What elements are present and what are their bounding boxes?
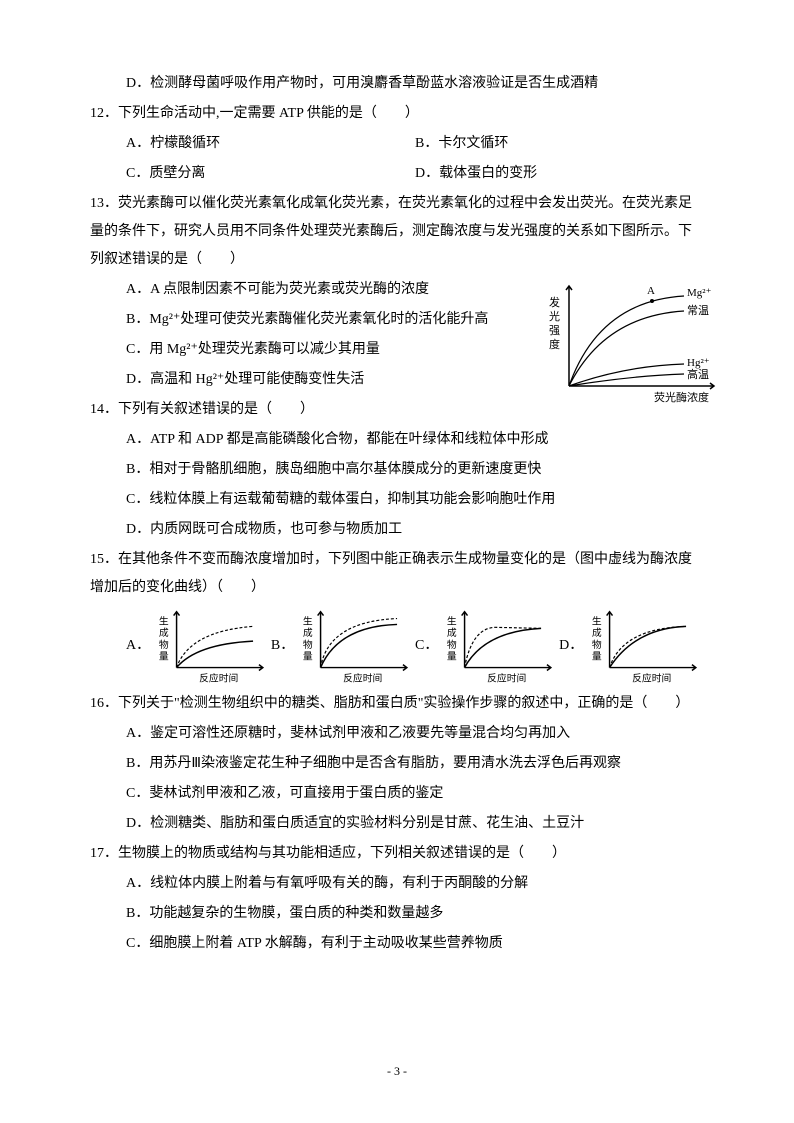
svg-text:量: 量 xyxy=(447,651,457,663)
q16-stem: 16．下列关于"检测生物组织中的糖类、脂肪和蛋白质"实验操作步骤的叙述中，正确的… xyxy=(90,690,704,718)
q17-opt-c: C．细胞膜上附着 ATP 水解酶，有利于主动吸收某些营养物质 xyxy=(90,930,704,958)
q14-opt-a: A．ATP 和 ADP 都是高能磷酸化合物，都能在叶绿体和线粒体中形成 xyxy=(90,426,704,454)
svg-text:高温: 高温 xyxy=(687,367,709,381)
svg-text:光: 光 xyxy=(549,309,560,323)
q13-stem: 13．荧光素酶可以催化荧光素氧化成氧化荧光素，在荧光素氧化的过程中会发出荧光。在… xyxy=(90,190,704,274)
q12-stem: 12．下列生命活动中,一定需要 ATP 供能的是（ ） xyxy=(90,100,704,128)
svg-text:量: 量 xyxy=(303,651,313,663)
svg-text:物: 物 xyxy=(303,638,313,651)
q14-opt-d: D．内质网既可合成物质，也可参与物质加工 xyxy=(90,516,704,544)
svg-text:发: 发 xyxy=(549,295,560,309)
svg-text:成: 成 xyxy=(159,627,169,639)
q17-stem: 17．生物膜上的物质或结构与其功能相适应，下列相关叙述错误的是（ ） xyxy=(90,840,704,868)
svg-text:量: 量 xyxy=(159,651,169,663)
q13-chart: A Mg²⁺ 常温 Hg²⁺ 高温 发 光 强 度 荧光酶浓度 xyxy=(544,276,724,406)
page-number: - 3 - xyxy=(387,1059,407,1083)
q15-label-c: C． xyxy=(415,632,438,660)
svg-text:物: 物 xyxy=(159,638,169,651)
q15-label-a: A． xyxy=(126,632,150,660)
q16-opt-b: B．用苏丹Ⅲ染液鉴定花生种子细胞中是否含有脂肪，要用清水洗去浮色后再观察 xyxy=(90,750,704,778)
q17-opt-b: B．功能越复杂的生物膜，蛋白质的种类和数量越多 xyxy=(90,900,704,928)
q15-chart-d: 生 成 物 量 反应时间 xyxy=(588,606,701,686)
svg-text:Hg²⁺: Hg²⁺ xyxy=(687,357,710,369)
svg-text:反应时间: 反应时间 xyxy=(632,671,671,684)
q14-opt-b: B．相对于骨骼肌细胞，胰岛细胞中高尔基体膜成分的更新速度更快 xyxy=(90,456,704,484)
svg-text:度: 度 xyxy=(549,337,560,351)
svg-text:成: 成 xyxy=(592,627,602,639)
svg-text:成: 成 xyxy=(447,627,457,639)
q16-opt-d: D．检测糖类、脂肪和蛋白质适宜的实验材料分别是甘蔗、花生油、土豆汁 xyxy=(90,810,704,838)
svg-text:物: 物 xyxy=(592,638,602,651)
q15-label-d: D． xyxy=(559,632,583,660)
svg-text:生: 生 xyxy=(159,614,169,627)
svg-text:量: 量 xyxy=(592,651,602,663)
q12-opt-b: B．卡尔文循环 xyxy=(415,130,704,158)
svg-text:生: 生 xyxy=(447,614,457,627)
q12-opt-d: D．载体蛋白的变形 xyxy=(415,160,704,188)
svg-text:A: A xyxy=(647,285,655,297)
svg-text:反应时间: 反应时间 xyxy=(199,671,238,684)
svg-text:物: 物 xyxy=(447,638,457,651)
svg-text:Mg²⁺: Mg²⁺ xyxy=(687,287,712,299)
q17-opt-a: A．线粒体内膜上附着与有氧呼吸有关的酶，有利于丙酮酸的分解 xyxy=(90,870,704,898)
svg-text:成: 成 xyxy=(303,627,313,639)
q15-label-b: B． xyxy=(271,632,294,660)
q12-opt-a: A．柠檬酸循环 xyxy=(126,130,415,158)
q15-chart-c: 生 成 物 量 反应时间 xyxy=(443,606,556,686)
svg-text:常温: 常温 xyxy=(687,304,709,317)
svg-text:反应时间: 反应时间 xyxy=(487,671,526,684)
q15-chart-a: 生 成 物 量 反应时间 xyxy=(155,606,268,686)
q15-stem: 15．在其他条件不变而酶浓度增加时，下列图中能正确表示生成物量变化的是（图中虚线… xyxy=(90,546,704,602)
q11-opt-d: D．检测酵母菌呼吸作用产物时，可用溴麝香草酚蓝水溶液验证是否生成酒精 xyxy=(90,70,704,98)
q16-opt-c: C．斐林试剂甲液和乙液，可直接用于蛋白质的鉴定 xyxy=(90,780,704,808)
q16-opt-a: A．鉴定可溶性还原糖时，斐林试剂甲液和乙液要先等量混合均匀再加入 xyxy=(90,720,704,748)
svg-text:生: 生 xyxy=(303,614,313,627)
svg-text:强: 强 xyxy=(549,325,560,337)
svg-text:荧光酶浓度: 荧光酶浓度 xyxy=(654,390,709,404)
q15-charts-row: A． 生 成 物 量 反应时间 B． 生 成 物 量 反应时间 C． 生 成 xyxy=(90,606,704,686)
q14-opt-c: C．线粒体膜上有运载葡萄糖的载体蛋白，抑制其功能会影响胞吐作用 xyxy=(90,486,704,514)
q15-chart-b: 生 成 物 量 反应时间 xyxy=(299,606,412,686)
q12-opt-c: C．质壁分离 xyxy=(126,160,415,188)
svg-text:生: 生 xyxy=(592,614,602,627)
svg-text:反应时间: 反应时间 xyxy=(343,671,382,684)
